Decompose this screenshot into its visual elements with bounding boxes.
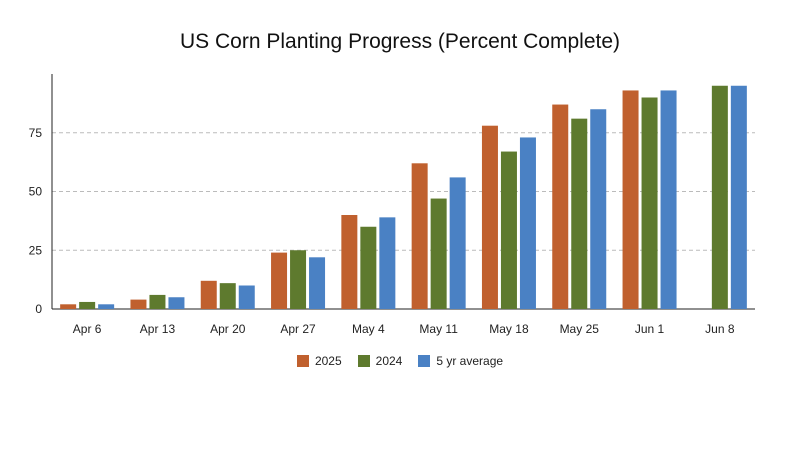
bar-5-yr-average-jun-8 — [730, 85, 747, 309]
bar-2024-jun-8 — [711, 85, 728, 309]
bar-2024-may-4 — [360, 226, 377, 309]
y-tick-label-0: 0 — [35, 302, 42, 316]
legend-swatch — [357, 355, 370, 367]
bar-5-yr-average-may-25 — [590, 109, 607, 309]
bar-2025-jun-1 — [622, 90, 639, 309]
bar-5-yr-average-apr-27 — [309, 257, 326, 309]
bar-2024-apr-20 — [219, 283, 236, 309]
bar-5-yr-average-may-4 — [379, 217, 396, 309]
bar-2024-apr-13 — [149, 294, 166, 309]
bar-5-yr-average-jun-1 — [660, 90, 677, 309]
bar-2024-may-11 — [430, 198, 447, 309]
bar-5-yr-average-apr-13 — [168, 297, 185, 309]
bar-2025-may-4 — [341, 215, 358, 309]
bar-2025-apr-27 — [271, 252, 288, 309]
bar-2024-may-18 — [500, 151, 517, 309]
legend-item-5-yr-average: 5 yr average — [418, 354, 503, 368]
x-tick-label-jun-1: Jun 1 — [635, 322, 665, 336]
legend-label: 2025 — [314, 354, 342, 368]
legend-label: 2024 — [375, 354, 403, 368]
bar-2025-apr-20 — [200, 280, 217, 309]
x-tick-label-may-18: May 18 — [489, 322, 529, 336]
y-tick-label-25: 25 — [29, 243, 43, 257]
x-tick-label-jun-8: Jun 8 — [705, 322, 735, 336]
legend-item-2025: 2025 — [296, 354, 342, 368]
bar-5-yr-average-may-11 — [449, 177, 466, 309]
x-tick-label-may-4: May 4 — [352, 322, 385, 336]
bar-2025-may-18 — [481, 125, 498, 309]
y-tick-label-50: 50 — [29, 185, 43, 199]
x-tick-label-may-25: May 25 — [560, 322, 600, 336]
legend-swatch — [418, 355, 431, 367]
chart-legend: 2025 2024 5 yr average — [0, 354, 800, 368]
bar-5-yr-average-may-18 — [519, 137, 536, 309]
bar-5-yr-average-apr-20 — [238, 285, 255, 309]
x-tick-label-apr-20: Apr 20 — [210, 322, 246, 336]
x-tick-label-may-11: May 11 — [419, 322, 458, 336]
bar-5-yr-average-apr-6 — [98, 304, 115, 309]
legend-swatch — [296, 355, 309, 367]
x-tick-label-apr-13: Apr 13 — [140, 322, 176, 336]
legend-label: 5 yr average — [436, 354, 504, 368]
bar-2024-apr-6 — [79, 301, 96, 309]
bar-2025-apr-13 — [130, 299, 147, 309]
bar-2024-apr-27 — [290, 250, 307, 309]
bar-2025-may-25 — [552, 104, 569, 309]
bar-2024-may-25 — [571, 118, 588, 310]
x-tick-label-apr-27: Apr 27 — [280, 322, 316, 336]
chart-title: US Corn Planting Progress (Percent Compl… — [179, 30, 620, 53]
x-tick-label-apr-6: Apr 6 — [73, 322, 102, 336]
bar-2024-jun-1 — [641, 97, 658, 309]
y-tick-label-75: 75 — [29, 126, 43, 140]
bar-2025-may-11 — [411, 163, 428, 309]
bar-2025-apr-6 — [60, 304, 77, 309]
legend-item-2024: 2024 — [357, 354, 403, 368]
